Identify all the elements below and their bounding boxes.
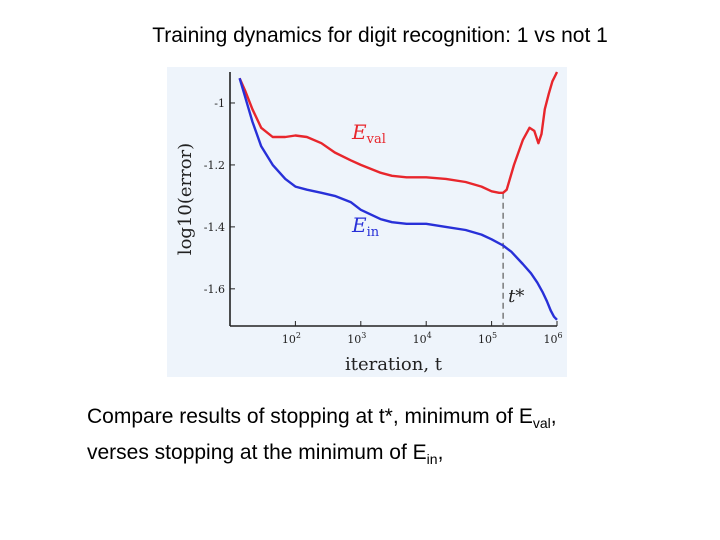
caption: Compare results of stopping at t*, minim… (87, 402, 707, 474)
x-tick-label: 104 (413, 331, 432, 346)
caption-line-2-end: , (437, 441, 444, 465)
x-tick-label: 105 (478, 331, 497, 346)
x-tick-label: 102 (282, 331, 301, 346)
caption-line-1-end: , (550, 405, 557, 428)
x-tick-label: 106 (543, 331, 562, 346)
caption-line-1: Compare results of stopping at t*, minim… (87, 402, 707, 438)
series-label-val: Eval (351, 120, 386, 147)
chart: -1 -1.2 -1.4 -1.6 102 103 104 105 106 iteration, … (175, 71, 563, 375)
y-tick-label: -1.6 (204, 283, 225, 296)
y-tick-label: -1 (214, 97, 225, 110)
chart-panel: -1 -1.2 -1.4 -1.6 102 103 104 105 106 iteration, … (167, 67, 567, 377)
caption-line-1-text: Compare results of stopping at t*, minim… (87, 405, 533, 428)
y-tick-label: -1.4 (204, 221, 225, 234)
y-axis-label: log10(error) (175, 143, 196, 255)
caption-ein-subscript: in (426, 451, 438, 468)
caption-eval-subscript: val (532, 415, 551, 432)
tstar-marker-label: t* (508, 286, 524, 307)
caption-line-2: verses stopping at the minimum of Ein, (87, 438, 707, 474)
y-tick-label: -1.2 (204, 159, 225, 172)
series-line-in (238, 77, 558, 321)
caption-line-2-text: verses stopping at the minimum of E (87, 441, 427, 465)
x-axis-label: iteration, t (345, 354, 443, 375)
slide-title: Training dynamics for digit recognition:… (152, 24, 608, 47)
x-tick-label: 103 (347, 331, 366, 346)
series-line-val (238, 71, 559, 194)
